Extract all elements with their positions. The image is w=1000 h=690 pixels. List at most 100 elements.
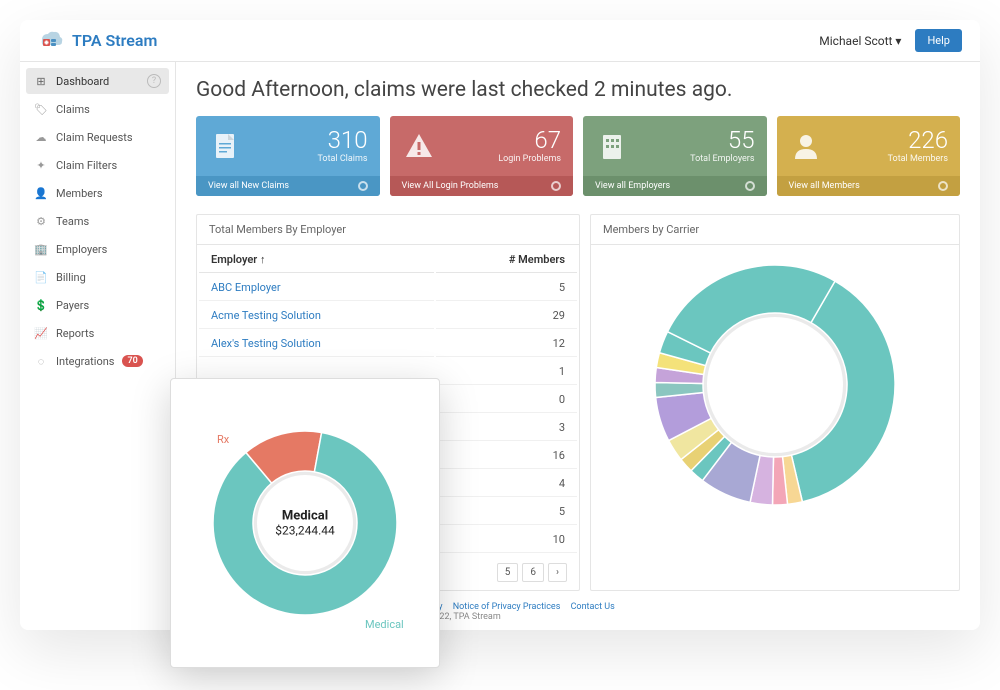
sidebar-item-claim-filters[interactable]: ✦ Claim Filters [26, 152, 169, 178]
sidebar-item-label: Employers [56, 243, 107, 256]
stat-footer-link[interactable]: View all Members [777, 176, 961, 196]
claim-requests-icon: ☁ [34, 130, 48, 144]
sidebar-item-teams[interactable]: ⚙ Teams [26, 208, 169, 234]
stat-footer-link[interactable]: View all Employers [583, 176, 767, 196]
stat-card-login-problems: 67 Login Problems View All Login Problems [390, 116, 574, 196]
claim-filters-icon: ✦ [34, 158, 48, 172]
sidebar: ⊞ Dashboard? 🏷 Claims ☁ Claim Requests ✦ Claim … [20, 62, 176, 630]
integrations-icon: ◌ [34, 354, 48, 368]
logo-icon [38, 28, 64, 54]
footer: olicy Notice of Privacy Practices Contac… [420, 602, 619, 622]
member-count: 10 [436, 527, 577, 553]
sidebar-item-label: Claims [56, 103, 90, 116]
member-count: 3 [436, 415, 577, 441]
dashboard-icon: ⊞ [34, 74, 48, 88]
footer-link[interactable]: Contact Us [571, 602, 615, 612]
employers-icon: 🏢 [34, 242, 48, 256]
app-frame: TPA Stream Michael Scott ▾ Help ⊞ Dashboa… [20, 20, 980, 630]
page-button[interactable]: 6 [522, 563, 544, 582]
sidebar-item-dashboard[interactable]: ⊞ Dashboard? [26, 68, 169, 94]
stat-label: Total Members [888, 154, 948, 164]
member-count: 12 [436, 331, 577, 357]
member-count: 29 [436, 303, 577, 329]
members-icon: 👤 [34, 186, 48, 200]
help-icon[interactable]: ? [147, 74, 161, 88]
stat-cards: 310 Total Claims View all New Claims 67 Logi… [196, 116, 960, 196]
sidebar-item-label: Claim Requests [56, 131, 133, 144]
carrier-donut-chart [625, 255, 925, 515]
table-row[interactable]: ABC Employer5 [199, 275, 577, 301]
stat-card-total-claims: 310 Total Claims View all New Claims [196, 116, 380, 196]
sidebar-item-payers[interactable]: 💲Payers [26, 292, 169, 318]
arrow-icon [358, 181, 368, 191]
sidebar-item-label: Payers [56, 299, 89, 312]
stat-label: Total Claims [318, 154, 368, 164]
donut-wrap: Medical $23,244.44 RxMedical [205, 423, 405, 623]
stat-footer-link[interactable]: View All Login Problems [390, 176, 574, 196]
reports-icon: 📈 [34, 326, 48, 340]
user-menu[interactable]: Michael Scott ▾ [819, 34, 901, 48]
stat-card-total-employers: 55Total EmployersView all Employers [583, 116, 767, 196]
stat-label: Total Employers [690, 154, 754, 164]
footer-link[interactable]: Notice of Privacy Practices [453, 602, 561, 612]
table-row[interactable]: Acme Testing Solution29 [199, 303, 577, 329]
service-type-popup: Medical $23,244.44 Rx Medical [170, 378, 440, 668]
member-count: 4 [436, 471, 577, 497]
table-row[interactable]: Alex's Testing Solution12 [199, 331, 577, 357]
arrow-icon [551, 181, 561, 191]
sidebar-item-billing[interactable]: 📄Billing [26, 264, 169, 290]
stat-footer-link[interactable]: View all New Claims [196, 176, 380, 196]
sidebar-item-members[interactable]: 👤 Members [26, 180, 169, 206]
carrier-chart-wrap [591, 245, 959, 525]
brand-name: TPA Stream [72, 31, 157, 50]
stat-card-total-members: 226 Total Members View all Members [777, 116, 961, 196]
member-count: 0 [436, 387, 577, 413]
stat-label: Login Problems [498, 154, 561, 164]
slice-label: Medical [365, 618, 404, 631]
panel-title: Members by Carrier [591, 215, 959, 245]
members-by-carrier-panel: Members by Carrier [590, 214, 960, 591]
member-count: 5 [436, 499, 577, 525]
page-button[interactable]: 5 [497, 563, 519, 582]
logo[interactable]: TPA Stream [38, 28, 157, 54]
topbar: TPA Stream Michael Scott ▾ Help [20, 20, 980, 62]
donut-center-label: Medical $23,244.44 [275, 509, 334, 538]
sidebar-item-reports[interactable]: 📈 Reports [26, 320, 169, 346]
stat-value: 67 [498, 128, 561, 152]
employer-name[interactable]: ABC Employer [199, 275, 434, 301]
stat-value: 226 [888, 128, 948, 152]
col-members[interactable]: # Members [436, 247, 577, 273]
sidebar-item-label: Claim Filters [56, 159, 117, 172]
sidebar-item-label: Reports [56, 327, 94, 340]
sidebar-item-employers[interactable]: 🏢 Employers [26, 236, 169, 262]
claims-icon: 🏷 [34, 102, 48, 116]
help-button[interactable]: Help [915, 29, 962, 52]
building-icon [595, 129, 629, 163]
greeting: Good Afternoon, claims were last checked… [196, 78, 960, 102]
page-button[interactable]: › [548, 563, 567, 582]
slice-label: Rx [217, 433, 229, 446]
body: ⊞ Dashboard? 🏷 Claims ☁ Claim Requests ✦ Claim … [20, 62, 980, 630]
billing-icon: 📄 [34, 270, 48, 284]
sidebar-item-claim-requests[interactable]: ☁ Claim Requests [26, 124, 169, 150]
stat-value: 310 [318, 128, 368, 152]
member-count: 16 [436, 443, 577, 469]
teams-icon: ⚙ [34, 214, 48, 228]
sort-icon: ↑ [260, 253, 266, 266]
col-employer[interactable]: Employer ↑ [199, 247, 434, 273]
employer-name[interactable]: Alex's Testing Solution [199, 331, 434, 357]
sidebar-item-label: Members [56, 187, 103, 200]
top-right: Michael Scott ▾ Help [819, 29, 962, 52]
arrow-icon [938, 181, 948, 191]
sidebar-item-label: Dashboard [56, 75, 109, 88]
badge: 70 [122, 355, 142, 367]
sidebar-item-label: Integrations [56, 355, 114, 368]
doc-icon [208, 129, 242, 163]
person-icon [789, 129, 823, 163]
sidebar-item-label: Teams [56, 215, 89, 228]
employer-name[interactable]: Acme Testing Solution [199, 303, 434, 329]
arrow-icon [745, 181, 755, 191]
alert-icon [402, 129, 436, 163]
sidebar-item-integrations[interactable]: ◌ Integrations 70 [26, 348, 169, 374]
sidebar-item-claims[interactable]: 🏷 Claims [26, 96, 169, 122]
